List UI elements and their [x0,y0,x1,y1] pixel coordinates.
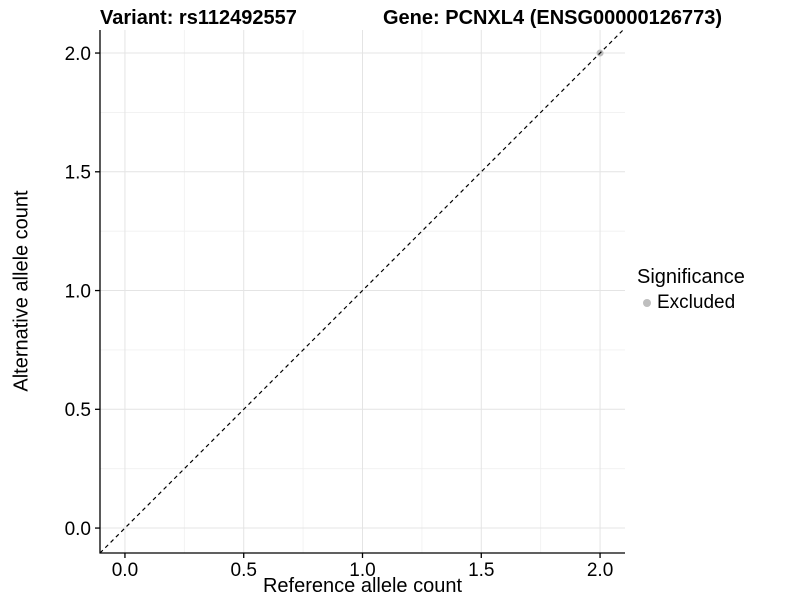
plot-title-variant: Variant: rs112492557 [100,7,297,29]
y-tick-label: 0.0 [65,519,91,540]
y-tick-label: 1.5 [65,163,91,184]
legend-item-excluded: Excluded [637,292,745,314]
y-tick-label: 1.0 [65,281,91,302]
x-tick-label: 1.5 [468,560,494,581]
identity-line [99,29,624,554]
legend-title: Significance [637,266,745,288]
x-tick-label: 0.0 [112,560,138,581]
legend: Significance Excluded [637,266,745,314]
x-axis-label: Reference allele count [262,575,462,597]
y-axis-label: Alternative allele count [10,190,33,392]
plot-title-gene: Gene: PCNXL4 (ENSG00000126773) [383,7,723,29]
x-tick-label: 2.0 [587,560,613,581]
x-tick-label: 1.0 [349,560,375,581]
x-tick-label: 0.5 [231,560,257,581]
legend-item-label: Excluded [657,292,736,313]
y-tick-label: 2.0 [65,44,91,65]
y-tick-label: 0.5 [65,400,91,421]
excluded-swatch-icon [643,299,651,307]
